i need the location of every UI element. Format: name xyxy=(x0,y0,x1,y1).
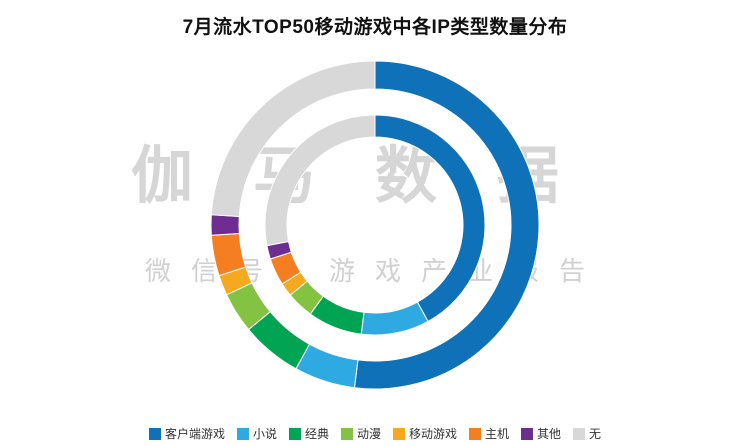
outer-ring-segment-无 xyxy=(210,60,376,217)
legend-swatch xyxy=(469,428,482,440)
legend-swatch xyxy=(236,428,249,440)
legend-label: 动漫 xyxy=(356,427,381,441)
legend-label: 无 xyxy=(589,427,602,441)
legend-label: 其他 xyxy=(537,427,562,441)
chart-title: 7月流水TOP50移动游戏中各IP类型数量分布 xyxy=(182,17,568,38)
legend-item-无: 无 xyxy=(573,428,601,440)
legend-item-主机: 主机 xyxy=(469,428,509,440)
inner-ring-segment-小说 xyxy=(360,301,429,336)
inner-ring-segment-客户端游戏 xyxy=(374,114,486,323)
outer-ring-segment-其他 xyxy=(210,214,240,236)
legend-swatch xyxy=(573,428,586,440)
inner-ring-segment-无 xyxy=(264,114,376,247)
watermark-brand: 伽马数据 xyxy=(130,142,619,211)
legend-label: 小说 xyxy=(252,427,277,441)
legend-swatch xyxy=(340,428,353,440)
chart-legend: 客户端游戏 小说 经典 动漫 移动游戏 主机 其他 无 xyxy=(0,428,750,440)
legend-item-动漫: 动漫 xyxy=(340,427,381,441)
legend-swatch xyxy=(521,428,534,440)
legend-label: 客户端游戏 xyxy=(164,427,225,441)
legend-label: 移动游戏 xyxy=(409,427,458,441)
legend-item-移动游戏: 移动游戏 xyxy=(393,428,457,440)
outer-ring-segment-客户端游戏 xyxy=(353,60,540,390)
legend-swatch xyxy=(148,428,161,440)
legend-label: 主机 xyxy=(485,427,510,441)
legend-label: 经典 xyxy=(304,427,329,441)
legend-item-经典: 经典 xyxy=(288,427,329,441)
legend-item-小说: 小说 xyxy=(236,427,277,441)
legend-swatch xyxy=(393,428,405,440)
legend-item-其他: 其他 xyxy=(521,428,561,440)
legend-swatch xyxy=(288,428,301,440)
legend-item-客户端游戏: 客户端游戏 xyxy=(148,427,225,441)
